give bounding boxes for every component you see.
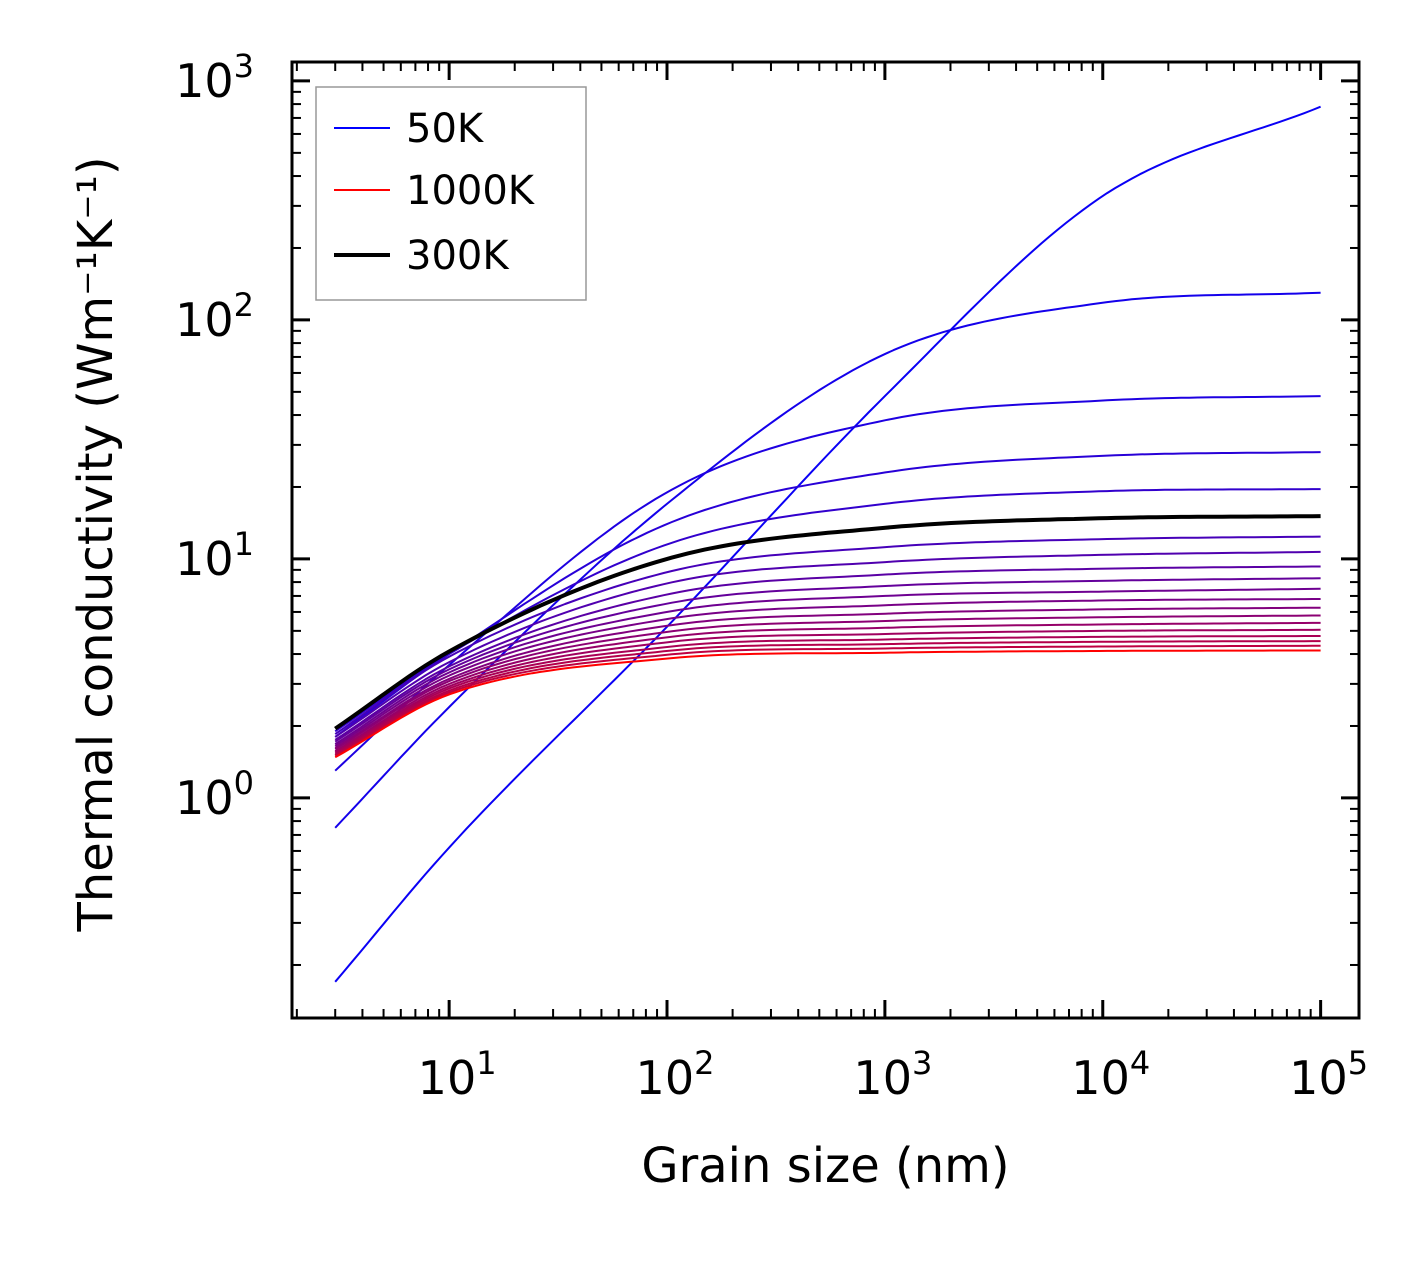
x-tick-label-3: 103 bbox=[853, 1044, 932, 1105]
series-line-800k bbox=[334, 628, 1321, 754]
series-line-950k bbox=[334, 644, 1321, 757]
legend-label-1000k: 1000K bbox=[406, 168, 536, 214]
axes-frame bbox=[290, 60, 1361, 1020]
series-line-350k bbox=[334, 535, 1321, 735]
x-axis-title: Grain size (nm) bbox=[641, 1138, 1009, 1194]
series-line-400k bbox=[334, 550, 1321, 738]
series-line-200k bbox=[334, 451, 1321, 738]
series-group bbox=[334, 105, 1321, 983]
y-tick-label-2: 102 bbox=[175, 286, 254, 347]
series-line-450k bbox=[334, 565, 1321, 741]
series-line-500k bbox=[334, 577, 1321, 743]
x-tick-label-1: 101 bbox=[418, 1044, 497, 1105]
series-line-50k bbox=[334, 105, 1321, 983]
series-line-300k bbox=[334, 514, 1321, 731]
y-tick-label-3: 103 bbox=[175, 47, 254, 108]
series-line-700k bbox=[334, 614, 1321, 750]
legend-label-300k: 300K bbox=[406, 233, 510, 279]
x-tick-label-5: 105 bbox=[1289, 1044, 1368, 1105]
legend-box bbox=[315, 86, 587, 301]
series-line-600k bbox=[334, 598, 1321, 747]
series-line-900k bbox=[334, 640, 1321, 756]
series-line-750k bbox=[334, 621, 1321, 752]
x-tick-label-2: 102 bbox=[636, 1044, 715, 1105]
legend: 50K 1000K 300K bbox=[315, 86, 587, 301]
x-tick-label-4: 104 bbox=[1071, 1044, 1150, 1105]
y-tick-label-1: 101 bbox=[175, 525, 254, 586]
ticks-group bbox=[292, 62, 1359, 1018]
series-line-550k bbox=[334, 587, 1321, 745]
series-line-850k bbox=[334, 635, 1321, 755]
series-line-1000k bbox=[334, 649, 1321, 759]
tick-labels-group: 101 102 103 104 105 100 101 102 103 bbox=[175, 47, 1368, 1105]
legend-label-50k: 50K bbox=[406, 106, 485, 152]
series-line-650k bbox=[334, 606, 1321, 749]
y-tick-label-0: 100 bbox=[175, 764, 254, 825]
y-axis-title: Thermal conductivity (Wm⁻¹K⁻¹) bbox=[68, 156, 124, 932]
